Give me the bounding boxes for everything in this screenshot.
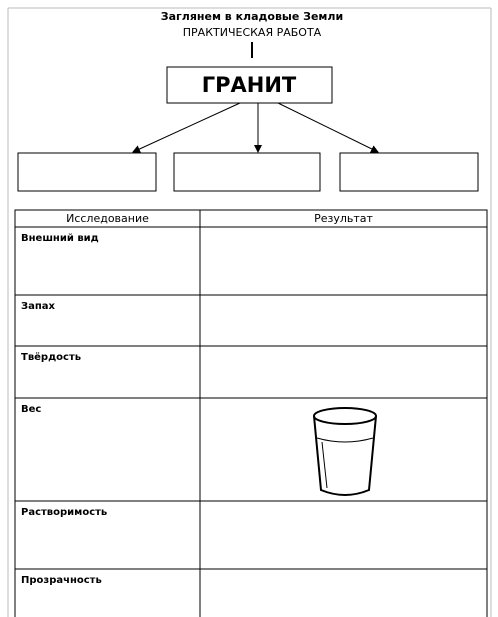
table: Исследование Результат Внешний вид Запах Твё… [14, 209, 488, 617]
row-label: Запах [21, 301, 56, 312]
empty-box [339, 152, 479, 192]
main-label: ГРАНИТ [202, 73, 297, 97]
row-label: Твёрдость [21, 351, 81, 363]
column-header: Результат [314, 212, 373, 225]
arrow [132, 102, 241, 153]
row-label: Внешний вид [21, 233, 99, 244]
row-label: Растворимость [21, 507, 107, 518]
title: Заглянем в кладовые Земли [161, 10, 343, 23]
column-header: Исследование [66, 212, 149, 225]
subtitle: ПРАКТИЧЕСКАЯ РАБОТА [183, 26, 322, 39]
main-box [166, 66, 333, 104]
row-label: Вес [21, 404, 41, 415]
row-label: Прозрачность [21, 575, 102, 586]
arrow [277, 102, 379, 153]
table-border [14, 209, 488, 617]
glass-icon [313, 407, 377, 496]
empty-box [173, 152, 321, 192]
empty-box [17, 152, 157, 192]
